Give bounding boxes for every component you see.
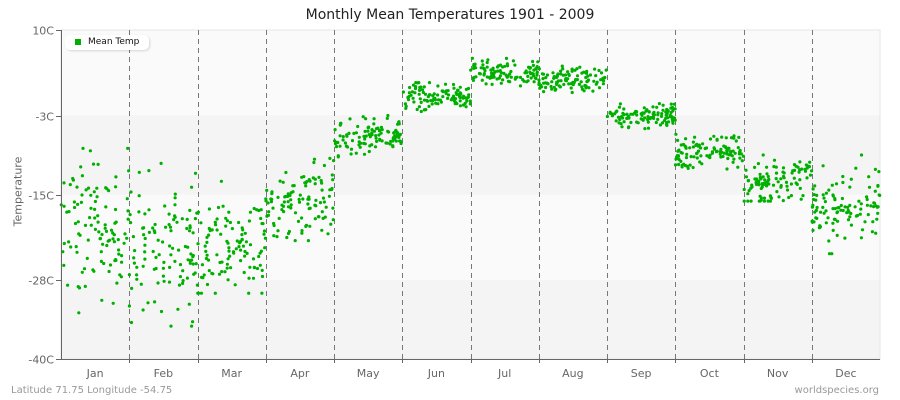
legend: Mean Temp — [65, 35, 150, 50]
location-caption: Latitude 71.75 Longitude -54.75 — [11, 385, 173, 396]
svg-text:May: May — [357, 367, 380, 380]
axes: 10C -3C -15C -28C -40C Jan Feb Mar Apr May Jun Jul A… — [28, 25, 880, 380]
month-gridlines — [129, 30, 813, 359]
svg-text:Oct: Oct — [700, 367, 720, 380]
svg-text:Jun: Jun — [427, 367, 445, 380]
svg-text:10C: 10C — [32, 25, 54, 38]
credit-link[interactable]: worldspecies.org — [794, 385, 879, 396]
legend-label: Mean Temp — [88, 37, 140, 47]
data-points — [59, 56, 882, 328]
svg-text:-3C: -3C — [35, 111, 54, 124]
svg-text:Dec: Dec — [835, 367, 856, 380]
svg-text:-40C: -40C — [28, 354, 54, 367]
svg-text:-28C: -28C — [28, 275, 54, 288]
svg-text:Feb: Feb — [154, 367, 173, 380]
chart-title: Monthly Mean Temperatures 1901 - 2009 — [305, 7, 595, 23]
background-bands — [60, 29, 881, 360]
svg-text:Sep: Sep — [631, 367, 652, 380]
svg-text:Nov: Nov — [767, 367, 789, 380]
svg-text:Apr: Apr — [290, 367, 310, 380]
svg-text:Jul: Jul — [497, 367, 511, 380]
svg-text:Aug: Aug — [562, 367, 583, 380]
svg-text:Jan: Jan — [86, 367, 104, 380]
svg-text:Mar: Mar — [221, 367, 242, 380]
svg-text:-15C: -15C — [28, 190, 54, 203]
legend-swatch-icon — [75, 39, 81, 45]
